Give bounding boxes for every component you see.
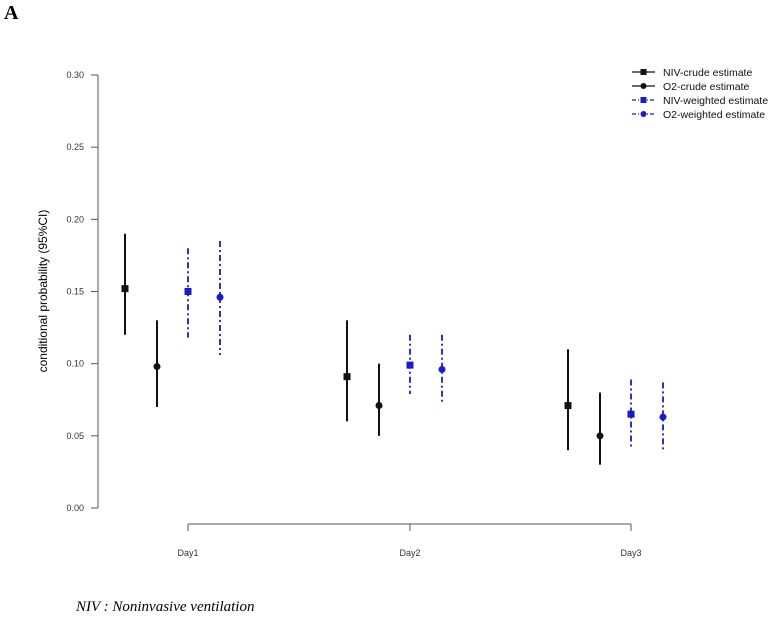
legend: NIV-crude estimate O2-crude estimate NIV-w…: [632, 67, 768, 121]
legend-circle-marker: [640, 83, 647, 89]
y-tick-label: 0.25: [66, 142, 84, 152]
square-marker: [343, 373, 351, 381]
y-axis: 0.00 0.05 0.10 0.15 0.20 0.25 0.30: [66, 70, 99, 513]
y-tick-label: 0.05: [66, 431, 84, 441]
legend-label: NIV-crude estimate: [663, 67, 752, 79]
x-tick-label: Day2: [399, 548, 420, 558]
square-marker: [184, 288, 192, 295]
square-marker: [121, 285, 129, 293]
square-marker: [627, 410, 635, 418]
footnote: NIV : Noninvasive ventilation: [76, 599, 255, 615]
legend-circle-marker: [640, 111, 647, 117]
legend-square-marker: [640, 97, 647, 103]
y-tick-label: 0.30: [66, 70, 84, 80]
legend-label: NIV-weighted estimate: [663, 95, 768, 107]
y-tick-label: 0.15: [66, 287, 84, 297]
circle-marker: [438, 365, 446, 373]
series-o2-weighted-estimate: [216, 240, 667, 452]
x-tick-label: Day1: [177, 548, 198, 558]
square-marker: [564, 402, 572, 410]
legend-square-marker: [640, 69, 647, 75]
square-marker: [406, 361, 414, 369]
series-niv-crude-estimate: [121, 233, 572, 451]
x-tick-label: Day3: [620, 548, 641, 558]
x-axis: Day1 Day2 Day3: [177, 523, 642, 558]
legend-label: O2-weighted estimate: [663, 109, 765, 121]
series-niv-weighted-estimate: [184, 248, 635, 449]
series-layer: [121, 233, 667, 465]
circle-marker: [596, 432, 604, 440]
y-tick-label: 0.00: [66, 503, 84, 513]
y-tick-label: 0.10: [66, 359, 84, 369]
y-axis-title: conditional probability (95%CI): [36, 210, 50, 373]
y-tick-label: 0.20: [66, 214, 84, 224]
legend-label: O2-crude estimate: [663, 81, 750, 93]
series-o2-crude-estimate: [153, 320, 604, 465]
panel-label: A: [4, 2, 19, 24]
circle-marker: [153, 363, 161, 371]
circle-marker: [216, 293, 224, 301]
circle-marker: [375, 402, 383, 410]
circle-marker: [659, 413, 667, 421]
